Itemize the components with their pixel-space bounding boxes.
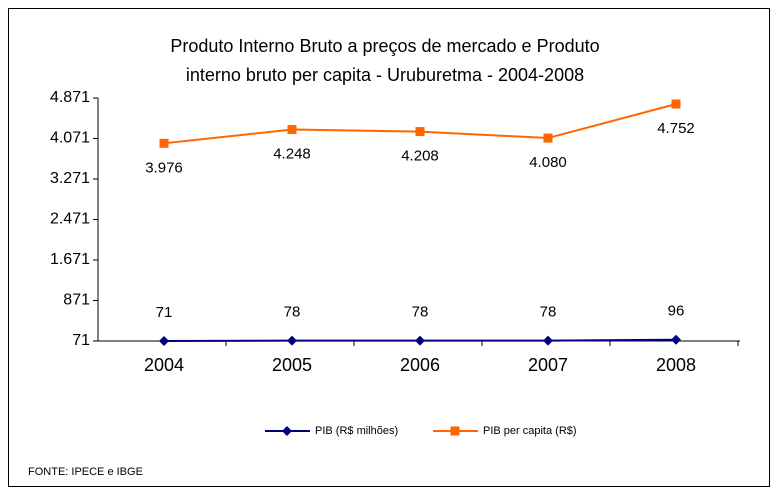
y-tick-label: 1.671	[50, 251, 90, 268]
point	[415, 335, 425, 346]
data-label: 78	[284, 304, 301, 321]
point	[159, 336, 169, 346]
data-label: 3.976	[145, 159, 183, 176]
y-tick-label: 71	[72, 332, 90, 349]
point	[287, 125, 297, 135]
y-tick-label: 4.871	[50, 89, 90, 106]
chart-title: Produto Interno Bruto a preços de mercad…	[170, 36, 599, 56]
data-label: 4.080	[529, 154, 567, 171]
y-tick-label: 871	[63, 292, 90, 309]
data-label: 71	[156, 304, 173, 321]
point	[543, 133, 553, 143]
data-label: 4.248	[273, 146, 311, 163]
legend-marker	[450, 426, 460, 436]
y-tick-label: 2.471	[50, 211, 90, 228]
legend-label: PIB per capita (R$)	[483, 425, 577, 437]
x-tick-label: 2006	[400, 355, 440, 375]
chart-frame	[8, 8, 770, 487]
y-tick-label: 4.071	[50, 130, 90, 147]
point	[671, 334, 681, 345]
y-tick-label: 3.271	[50, 170, 90, 187]
data-label: 4.752	[657, 120, 695, 137]
data-label: 78	[540, 304, 557, 321]
chart-subtitle: interno bruto per capita - Uruburetma - …	[186, 65, 584, 85]
legend-marker	[282, 426, 292, 436]
legend-label: PIB (R$ milhões)	[315, 425, 398, 437]
point	[159, 138, 169, 148]
data-label: 78	[412, 304, 429, 321]
point	[287, 335, 297, 346]
x-tick-label: 2007	[528, 355, 568, 375]
x-tick-label: 2008	[656, 355, 696, 375]
point	[671, 99, 681, 109]
data-label: 96	[668, 303, 685, 320]
source: FONTE: IPECE e IBGE	[28, 466, 143, 478]
point	[543, 335, 553, 346]
x-tick-label: 2005	[272, 355, 312, 375]
point	[415, 127, 425, 137]
x-tick-label: 2004	[144, 355, 184, 375]
data-label: 4.208	[401, 148, 439, 165]
